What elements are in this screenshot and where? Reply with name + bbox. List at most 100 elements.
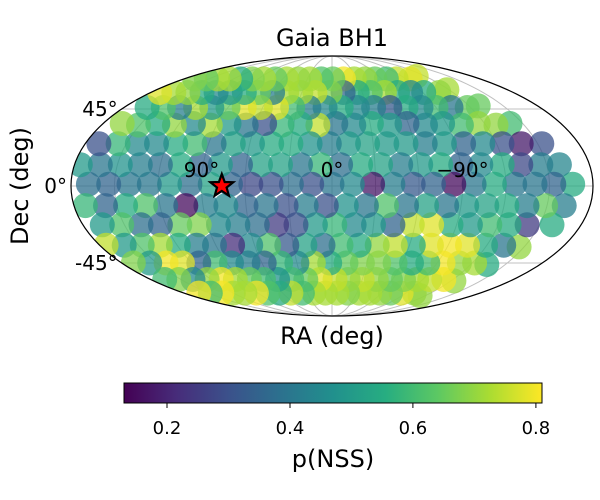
data-point <box>489 131 515 157</box>
data-point <box>233 193 259 219</box>
data-point <box>153 193 179 219</box>
data-point <box>127 152 153 178</box>
data-point <box>434 193 460 219</box>
data-point <box>136 171 162 197</box>
data-point <box>533 193 559 219</box>
data-points <box>71 63 586 309</box>
x-axis-label: RA (deg) <box>280 322 384 350</box>
data-point <box>207 152 233 178</box>
data-point <box>474 193 500 219</box>
data-point <box>201 131 227 157</box>
data-point <box>448 112 474 138</box>
data-point <box>202 232 227 258</box>
data-point <box>167 152 193 178</box>
data-point <box>539 212 565 238</box>
lat-tick-label: 45° <box>82 97 117 121</box>
data-point <box>508 131 534 157</box>
data-point <box>96 171 122 197</box>
data-point <box>380 171 406 197</box>
data-point <box>87 152 113 178</box>
data-point <box>408 152 434 178</box>
data-point <box>551 193 577 219</box>
data-point <box>388 152 414 178</box>
data-point <box>448 152 474 178</box>
data-point <box>514 193 540 219</box>
data-point <box>477 212 503 238</box>
data-point <box>413 112 438 138</box>
data-point <box>167 212 193 238</box>
data-point <box>491 232 517 258</box>
data-point <box>560 171 586 197</box>
colorbar-tick-label: 0.6 <box>399 418 428 439</box>
map-border <box>70 55 594 317</box>
data-point <box>400 171 426 197</box>
lon-tick-label: 0° <box>321 158 344 182</box>
data-point <box>419 212 445 238</box>
data-point <box>89 212 115 238</box>
data-point <box>438 212 464 238</box>
data-point <box>71 152 93 178</box>
data-point <box>457 212 483 238</box>
data-point <box>278 131 304 157</box>
data-point <box>299 171 325 197</box>
data-point <box>374 193 399 219</box>
colorbar-label: p(NSS) <box>292 445 374 473</box>
colorbar-gradient <box>123 382 543 404</box>
lat-tick-label: -45° <box>75 251 118 275</box>
data-point <box>186 280 212 306</box>
y-axis-label: Dec (deg) <box>6 127 34 245</box>
data-point <box>133 193 159 219</box>
data-point <box>437 232 462 258</box>
data-point <box>451 131 477 157</box>
data-point <box>109 111 135 136</box>
data-point <box>333 193 359 219</box>
data-point <box>128 212 154 238</box>
data-point <box>412 131 438 157</box>
data-point <box>528 152 554 178</box>
target-marker <box>207 170 237 199</box>
data-point <box>220 131 246 157</box>
data-point <box>382 232 408 258</box>
data-point <box>75 171 101 197</box>
data-point <box>193 193 219 219</box>
sky-map: 90° 0° −90° <box>70 55 594 317</box>
data-point <box>322 212 348 238</box>
data-point <box>293 193 319 219</box>
data-point <box>502 171 528 197</box>
data-point <box>238 171 264 197</box>
data-point <box>339 171 365 197</box>
data-point <box>147 152 173 178</box>
data-point <box>268 152 293 178</box>
chart-title: Gaia BH1 <box>276 24 388 52</box>
data-point <box>522 171 548 197</box>
data-point <box>400 232 426 258</box>
data-point <box>355 131 381 157</box>
data-point <box>414 193 440 219</box>
data-point <box>113 193 139 219</box>
data-point <box>481 171 507 197</box>
data-point <box>454 193 480 219</box>
data-point <box>316 131 342 157</box>
data-point <box>529 131 555 157</box>
data-point <box>341 212 367 238</box>
data-point <box>144 131 169 157</box>
lat-tick-labels: 45° 0° -45° <box>44 97 117 275</box>
data-point <box>157 171 183 197</box>
data-point <box>244 212 270 238</box>
data-point <box>105 131 131 157</box>
data-point <box>360 171 386 197</box>
data-point <box>116 171 142 197</box>
data-point <box>173 193 199 219</box>
data-point <box>220 232 246 258</box>
data-point <box>278 171 304 197</box>
data-point <box>473 232 499 258</box>
data-point <box>431 131 457 157</box>
data-point <box>346 232 372 258</box>
data-point <box>508 152 534 178</box>
data-point <box>399 212 425 238</box>
data-point <box>124 131 150 157</box>
colorbar: 0.2 0.4 0.6 0.8 p(NSS) <box>123 382 550 473</box>
data-point <box>86 131 112 157</box>
data-point <box>348 152 374 178</box>
data-point <box>120 250 146 276</box>
